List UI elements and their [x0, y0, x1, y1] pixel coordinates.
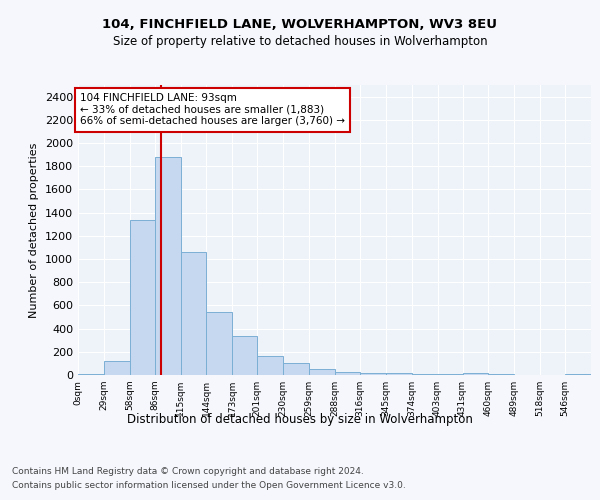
- Bar: [488, 374, 514, 375]
- Bar: [335, 372, 360, 375]
- Bar: [232, 336, 257, 375]
- Bar: [257, 356, 283, 375]
- Bar: [155, 156, 181, 375]
- Bar: [463, 372, 488, 375]
- Text: 104 FINCHFIELD LANE: 93sqm
← 33% of detached houses are smaller (1,883)
66% of s: 104 FINCHFIELD LANE: 93sqm ← 33% of deta…: [80, 93, 345, 126]
- Bar: [437, 374, 463, 375]
- Bar: [386, 374, 412, 375]
- Y-axis label: Number of detached properties: Number of detached properties: [29, 142, 40, 318]
- Text: 104, FINCHFIELD LANE, WOLVERHAMPTON, WV3 8EU: 104, FINCHFIELD LANE, WOLVERHAMPTON, WV3…: [103, 18, 497, 30]
- Bar: [78, 374, 104, 375]
- Bar: [309, 369, 335, 375]
- Bar: [360, 372, 386, 375]
- Text: Size of property relative to detached houses in Wolverhampton: Size of property relative to detached ho…: [113, 35, 487, 48]
- Bar: [412, 374, 437, 375]
- Bar: [283, 364, 309, 375]
- Bar: [181, 252, 206, 375]
- Text: Contains HM Land Registry data © Crown copyright and database right 2024.: Contains HM Land Registry data © Crown c…: [12, 468, 364, 476]
- Bar: [104, 360, 130, 375]
- Text: Distribution of detached houses by size in Wolverhampton: Distribution of detached houses by size …: [127, 412, 473, 426]
- Bar: [565, 374, 591, 375]
- Bar: [206, 312, 232, 375]
- Text: Contains public sector information licensed under the Open Government Licence v3: Contains public sector information licen…: [12, 481, 406, 490]
- Bar: [130, 220, 155, 375]
